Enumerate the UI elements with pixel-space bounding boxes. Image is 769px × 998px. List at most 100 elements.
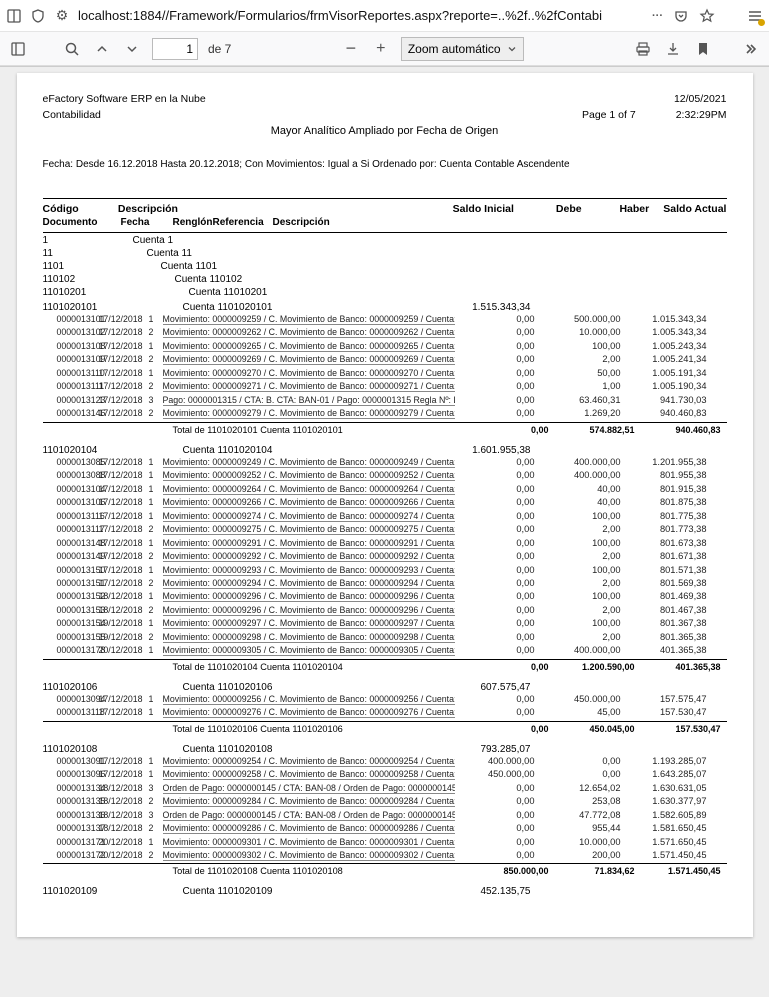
page-number-input[interactable] — [152, 38, 198, 60]
book-icon[interactable] — [6, 8, 22, 24]
mov-fecha: 17/12/2018 — [99, 313, 149, 326]
mov-doc: 0000013172 — [43, 849, 99, 862]
movement-row: 000001313418/12/20183Orden de Pago: 0000… — [43, 782, 727, 795]
section-header: 1101020108Cuenta 1101020108793.285,07 — [43, 740, 727, 755]
mov-saldo: 1.201.955,38 — [621, 456, 707, 469]
mov-debe: 0,00 — [455, 469, 535, 482]
section-header: 1101020106Cuenta 1101020106607.575,47 — [43, 678, 727, 693]
mov-saldo: 157.575,47 — [621, 693, 707, 706]
total-label: Total de 1101020101 Cuenta 1101020101 — [43, 425, 469, 435]
print-icon[interactable] — [633, 39, 653, 59]
mov-renglon: 1 — [149, 313, 163, 326]
mov-haber: 100,00 — [535, 537, 621, 550]
mov-renglon: 2 — [149, 326, 163, 339]
zoom-out-icon[interactable]: − — [341, 39, 361, 59]
movement-row: 000001315218/12/20181Movimiento: 0000009… — [43, 590, 727, 603]
mov-renglon: 3 — [149, 394, 163, 407]
mov-fecha: 18/12/2018 — [99, 809, 149, 822]
mov-renglon: 1 — [149, 340, 163, 353]
mov-saldo: 1.571.450,45 — [621, 849, 707, 862]
section-saldo-inicial: 1.601.955,38 — [451, 445, 531, 456]
section-saldo-inicial: 1.515.343,34 — [451, 302, 531, 313]
mov-haber: 450.000,00 — [535, 693, 621, 706]
sidebar-toggle-icon[interactable] — [8, 39, 28, 59]
mov-fecha: 18/12/2018 — [99, 604, 149, 617]
page-down-icon[interactable] — [122, 39, 142, 59]
url-ellipsis[interactable]: ··· — [652, 10, 663, 22]
zoom-select[interactable]: Zoom automático — [401, 37, 524, 61]
pdf-viewer[interactable]: eFactory Software ERP en la Nube Contabi… — [0, 67, 769, 997]
mov-saldo: 1.005.190,34 — [621, 380, 707, 393]
header-renglon: Renglón — [173, 217, 213, 228]
mov-desc: Movimiento: 0000009293 / C. Movimiento d… — [163, 564, 455, 577]
mov-fecha: 17/12/2018 — [99, 523, 149, 536]
settings-icon[interactable]: ⚙ — [54, 8, 70, 24]
section-header: 1101020109Cuenta 1101020109452.135,75 — [43, 882, 727, 897]
mov-desc: Movimiento: 0000009294 / C. Movimiento d… — [163, 577, 455, 590]
mov-fecha: 19/12/2018 — [99, 631, 149, 644]
mov-fecha: 20/12/2018 — [99, 849, 149, 862]
section-code: 1101020108 — [43, 744, 163, 755]
shield-icon[interactable] — [30, 8, 46, 24]
mov-desc: Orden de Pago: 0000000145 / CTA: BAN-08 … — [163, 809, 455, 822]
mov-saldo: 1.581.650,45 — [621, 822, 707, 835]
section-saldo-inicial: 607.575,47 — [451, 682, 531, 693]
mov-haber: 47.772,08 — [535, 809, 621, 822]
mov-renglon: 3 — [149, 782, 163, 795]
mov-saldo: 801.673,38 — [621, 537, 707, 550]
download-icon[interactable] — [663, 39, 683, 59]
mov-doc: 0000013116 — [43, 510, 99, 523]
account-row: 110102Cuenta 110102 — [43, 272, 727, 285]
module-name: Contabilidad — [43, 109, 206, 121]
column-headers: Código Descripción Saldo Inicial Debe Ha… — [43, 198, 727, 233]
account-code: 1101 — [43, 261, 133, 272]
mov-renglon: 1 — [149, 496, 163, 509]
mov-debe: 0,00 — [455, 537, 535, 550]
mov-saldo: 801.569,38 — [621, 577, 707, 590]
total-haber: 450.045,00 — [549, 724, 635, 734]
movement-row: 000001317220/12/20182Movimiento: 0000009… — [43, 849, 727, 862]
mov-doc: 0000013152 — [43, 590, 99, 603]
mov-doc: 0000013117 — [43, 523, 99, 536]
mov-doc: 0000013153 — [43, 604, 99, 617]
mov-doc: 0000013148 — [43, 537, 99, 550]
mov-haber: 400.000,00 — [535, 644, 621, 657]
mov-doc: 0000013146 — [43, 407, 99, 420]
movement-row: 000001312317/12/20183Pago: 0000001315 / … — [43, 394, 727, 407]
mov-desc: Movimiento: 0000009254 / C. Movimiento d… — [163, 755, 455, 768]
mov-debe: 0,00 — [455, 523, 535, 536]
bookmark-icon[interactable] — [693, 39, 713, 59]
search-icon[interactable] — [62, 39, 82, 59]
url-text[interactable]: localhost:1884//Framework/Formularios/fr… — [78, 8, 644, 23]
accounts-tree: 1Cuenta 111Cuenta 111101Cuenta 110111010… — [43, 233, 727, 298]
mov-debe: 0,00 — [455, 394, 535, 407]
total-debe: 850.000,00 — [469, 866, 549, 876]
more-tools-icon[interactable] — [741, 39, 761, 59]
mov-desc: Movimiento: 0000009279 / C. Movimiento d… — [163, 407, 455, 420]
page-up-icon[interactable] — [92, 39, 112, 59]
mov-doc: 0000013094 — [43, 693, 99, 706]
mov-fecha: 18/12/2018 — [99, 822, 149, 835]
section-code: 1101020101 — [43, 302, 163, 313]
warning-menu-icon[interactable] — [747, 8, 763, 24]
mov-fecha: 17/12/2018 — [99, 768, 149, 781]
mov-fecha: 17/12/2018 — [99, 693, 149, 706]
mov-renglon: 1 — [149, 469, 163, 482]
star-icon[interactable] — [699, 8, 715, 24]
pocket-icon[interactable] — [673, 8, 689, 24]
movement-row: 000001309617/12/20181Movimiento: 0000009… — [43, 768, 727, 781]
mov-renglon: 1 — [149, 693, 163, 706]
zoom-in-icon[interactable]: + — [371, 39, 391, 59]
mov-fecha: 19/12/2018 — [99, 617, 149, 630]
mov-fecha: 17/12/2018 — [99, 407, 149, 420]
mov-saldo: 1.005.191,34 — [621, 367, 707, 380]
mov-renglon: 2 — [149, 849, 163, 862]
mov-debe: 0,00 — [455, 849, 535, 862]
mov-doc: 0000013150 — [43, 564, 99, 577]
mov-saldo: 801.365,38 — [621, 631, 707, 644]
account-code: 11 — [43, 248, 133, 259]
mov-desc: Movimiento: 0000009284 / C. Movimiento d… — [163, 795, 455, 808]
mov-doc: 0000013123 — [43, 394, 99, 407]
mov-doc: 0000013137 — [43, 822, 99, 835]
mov-haber: 2,00 — [535, 550, 621, 563]
